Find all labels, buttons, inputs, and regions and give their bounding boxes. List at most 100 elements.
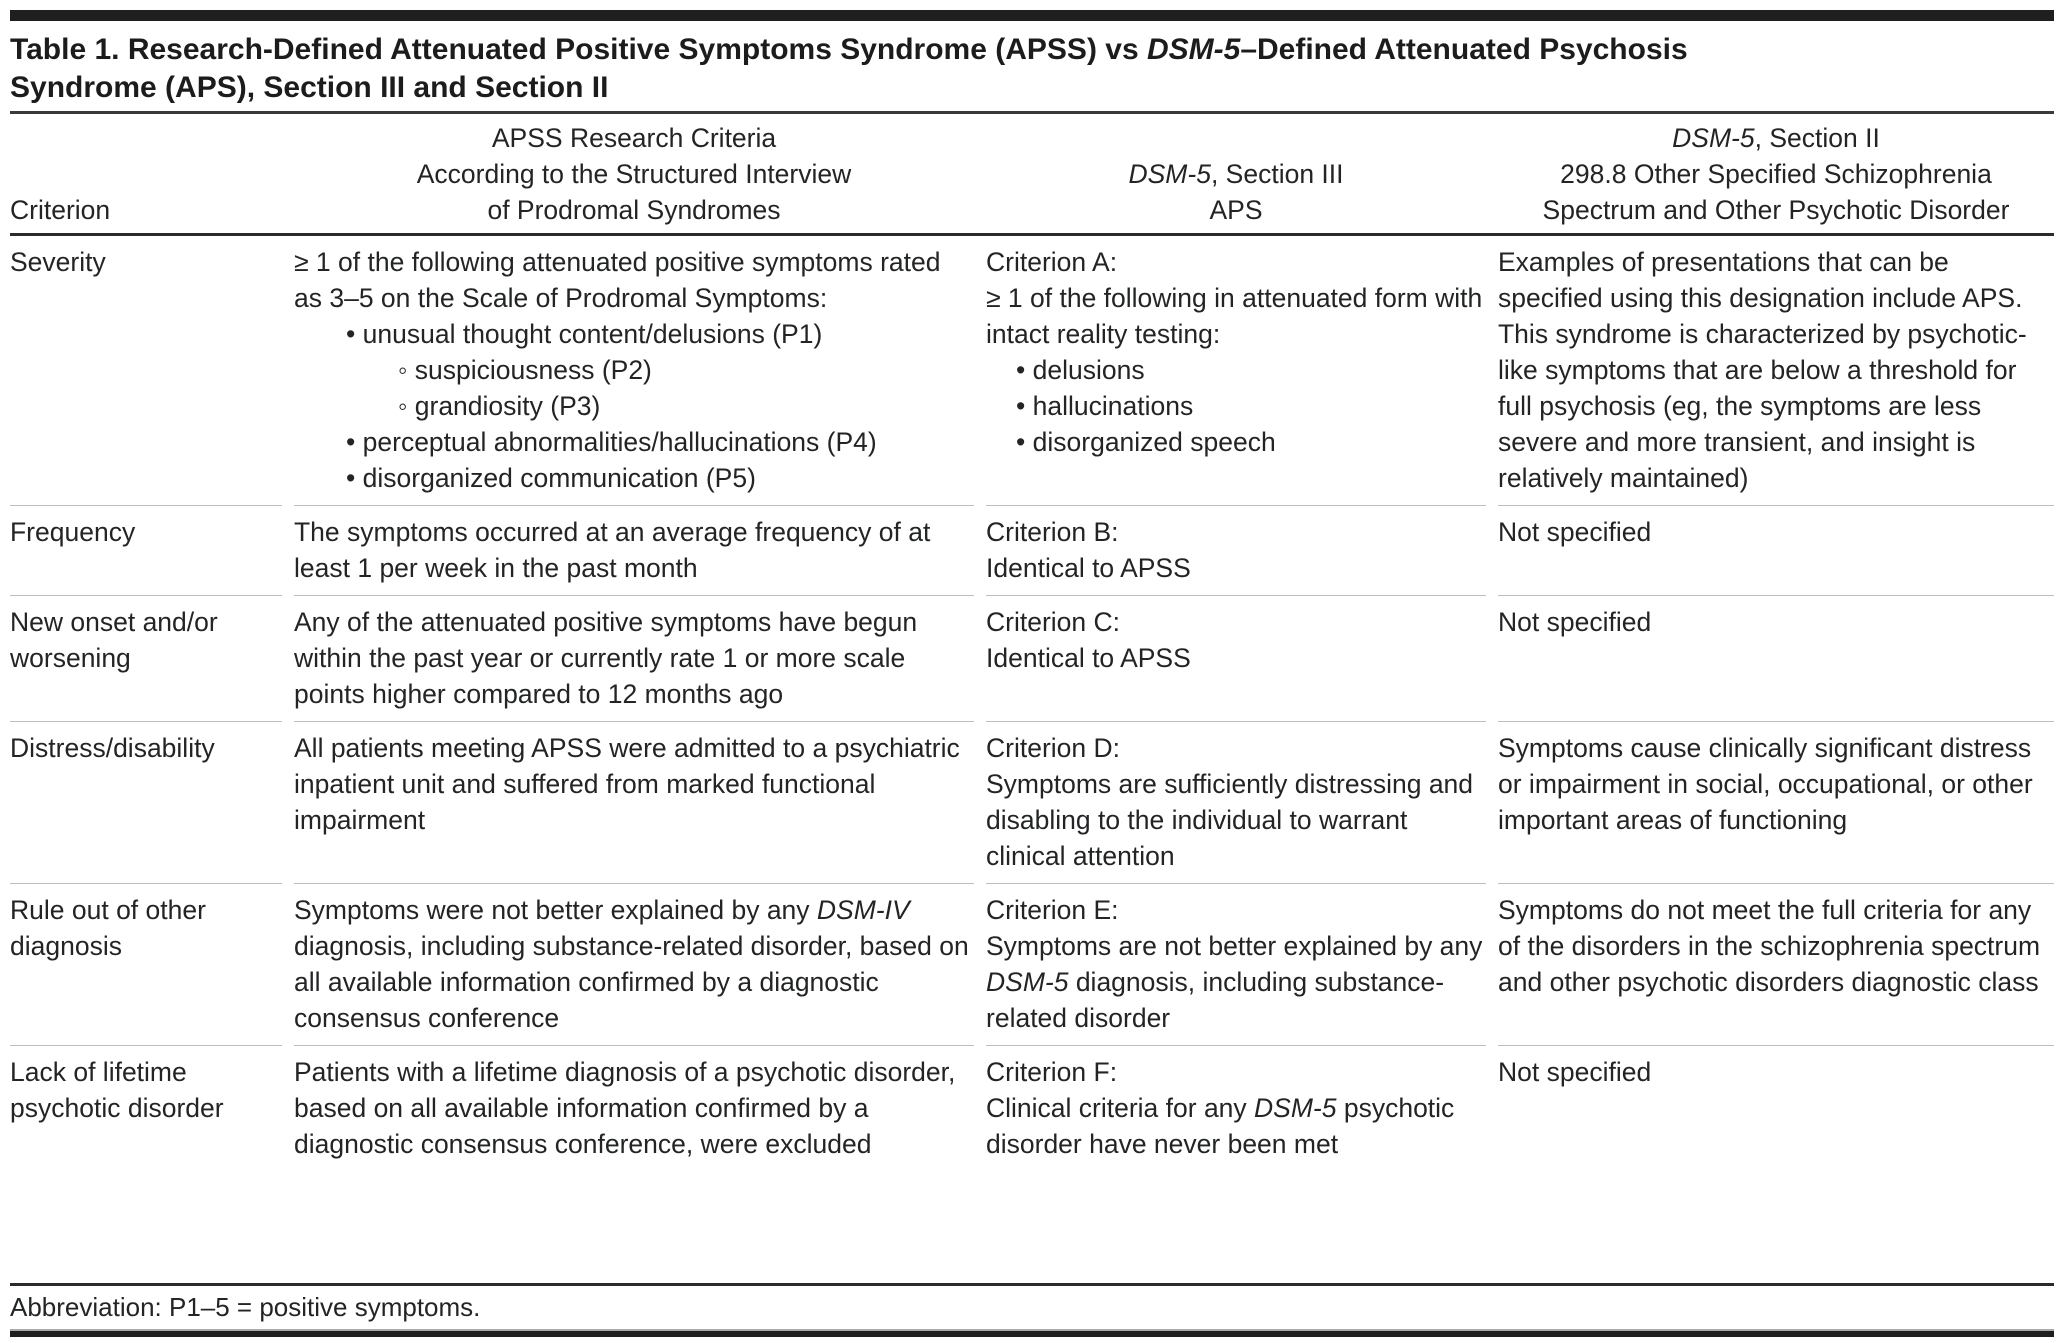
- table-row-distress: Distress/disability All patients meeting…: [0, 722, 2064, 884]
- title-text: –Defined Attenuated Psychosis: [1240, 33, 1688, 66]
- cell-apss: All patients meeting APSS were admitted …: [294, 722, 974, 884]
- header-text: , Section III: [1210, 159, 1344, 189]
- cell-dsm5-s2: Symptoms do not meet the full criteria f…: [1498, 884, 2054, 1046]
- cell-dsm5-s2: Not specified: [1498, 506, 2054, 596]
- header-dsm5-section-3: DSM-5, Section III APS: [986, 114, 1486, 233]
- bullet-item: • perceptual abnormalities/hallucination…: [346, 427, 877, 457]
- dsm3-text: Identical to APSS: [986, 553, 1191, 583]
- dsm5-italic: DSM-5: [1672, 123, 1755, 153]
- apss-text-seg: Symptoms were not better explained by an…: [294, 895, 817, 925]
- criterion-label: Distress/disability: [10, 733, 215, 763]
- dsm3-intro: ≥ 1 of the following in attenuated form …: [986, 283, 1483, 349]
- header-divider-rule: [10, 233, 2054, 236]
- header-criterion: Criterion: [10, 114, 282, 233]
- cell-dsm5-s2: Not specified: [1498, 596, 2054, 722]
- cell-criterion: Rule out of other diagnosis: [10, 884, 282, 1046]
- apss-text: Patients with a lifetime diagnosis of a …: [294, 1057, 956, 1159]
- header-dsm5-s2-line: DSM-5, Section II: [1498, 120, 2054, 156]
- table-header-row: Criterion APSS Research Criteria Accordi…: [0, 114, 2064, 233]
- top-rule: [10, 10, 2054, 21]
- cell-dsm5-s2: Symptoms cause clinically significant di…: [1498, 722, 2054, 884]
- dsm3-text: Identical to APSS: [986, 643, 1191, 673]
- cell-dsm5-s2: Not specified: [1498, 1046, 2054, 1213]
- criterion-letter-label: Criterion E:: [986, 895, 1119, 925]
- cell-apss: ≥ 1 of the following attenuated positive…: [294, 236, 974, 506]
- criterion-label: New onset and/or worsening: [10, 607, 218, 673]
- table-row-rule-out: Rule out of other diagnosis Symptoms wer…: [0, 884, 2064, 1046]
- header-dsm5-s3-line: DSM-5, Section III: [986, 156, 1486, 192]
- title-italic-dsm5: DSM-5: [1146, 33, 1241, 66]
- criterion-letter-label: Criterion B:: [986, 517, 1119, 547]
- table-title: Table 1. Research-Defined Attenuated Pos…: [0, 21, 2064, 111]
- bullet-item: • delusions: [1016, 355, 1145, 385]
- header-criterion-label: Criterion: [10, 195, 111, 225]
- cell-apss: Patients with a lifetime diagnosis of a …: [294, 1046, 974, 1213]
- cell-apss: Symptoms were not better explained by an…: [294, 884, 974, 1046]
- cell-criterion: New onset and/or worsening: [10, 596, 282, 722]
- table-row-severity: Severity ≥ 1 of the following attenuated…: [0, 236, 2064, 506]
- dsm-iv-italic: DSM-IV: [816, 895, 910, 925]
- bottom-rule: [10, 1329, 2054, 1337]
- dsm3-text-seg: Clinical criteria for any: [986, 1093, 1255, 1123]
- cell-criterion: Lack of lifetime psychotic disorder: [10, 1046, 282, 1213]
- cell-dsm5-s3: Criterion E: Symptoms are not better exp…: [986, 884, 1486, 1046]
- dsm3-text: Clinical criteria for any DSM-5 psychoti…: [986, 1090, 1486, 1162]
- header-apss-research-criteria: APSS Research Criteria According to the …: [294, 114, 974, 233]
- dsm2-text: Examples of presentations that can be sp…: [1498, 247, 2027, 493]
- dsm3-text-seg: diagnosis, including substance-related d…: [986, 967, 1445, 1033]
- dsm3-text-seg: psychotic disorder have never been met: [986, 1093, 1455, 1159]
- dsm2-text: Not specified: [1498, 607, 1652, 637]
- bullet-item: • disorganized speech: [1016, 427, 1276, 457]
- cell-dsm5-s3: Criterion B: Identical to APSS: [986, 506, 1486, 596]
- table-title-line-1: Table 1. Research-Defined Attenuated Pos…: [10, 31, 2054, 69]
- table-row-new-onset: New onset and/or worsening Any of the at…: [0, 596, 2064, 722]
- apss-intro: ≥ 1 of the following attenuated positive…: [294, 247, 941, 313]
- apss-text-seg: diagnosis, including substance-related d…: [294, 931, 969, 1033]
- cell-dsm5-s3: Criterion A: ≥ 1 of the following in att…: [986, 236, 1486, 506]
- cell-dsm5-s3: Criterion C: Identical to APSS: [986, 596, 1486, 722]
- dsm2-text: Symptoms cause clinically significant di…: [1498, 733, 2033, 835]
- header-dsm5-s2-line: 298.8 Other Specified Schizophrenia: [1560, 159, 1992, 189]
- criterion-letter-label: Criterion D:: [986, 733, 1121, 763]
- cell-apss: Any of the attenuated positive symptoms …: [294, 596, 974, 722]
- bullet-item: • hallucinations: [1016, 391, 1194, 421]
- footer-divider-rule: [10, 1283, 2054, 1286]
- bullet-item: ◦ suspiciousness (P2): [398, 355, 652, 385]
- title-text: Table 1. Research-Defined Attenuated Pos…: [10, 33, 1147, 66]
- title-divider-rule: [10, 111, 2054, 114]
- apss-text: All patients meeting APSS were admitted …: [294, 733, 960, 835]
- header-apss-line: of Prodromal Syndromes: [487, 195, 781, 225]
- criterion-label: Lack of lifetime psychotic disorder: [10, 1057, 224, 1123]
- table-row-lack-lifetime: Lack of lifetime psychotic disorder Pati…: [0, 1046, 2064, 1213]
- dsm3-text-seg: Symptoms are not better explained by any: [986, 931, 1483, 961]
- cell-criterion: Severity: [10, 236, 282, 506]
- apss-text: Any of the attenuated positive symptoms …: [294, 607, 918, 709]
- criterion-label: Severity: [10, 247, 106, 277]
- table-row-frequency: Frequency The symptoms occurred at an av…: [0, 506, 2064, 596]
- cell-dsm5-s3: Criterion F: Clinical criteria for any D…: [986, 1046, 1486, 1213]
- criterion-letter-label: Criterion F:: [986, 1057, 1118, 1087]
- header-apss-line: APSS Research Criteria: [491, 123, 777, 153]
- dsm2-text: Not specified: [1498, 1057, 1652, 1087]
- dsm2-text: Not specified: [1498, 517, 1652, 547]
- cell-criterion: Distress/disability: [10, 722, 282, 884]
- header-dsm5-section-2: DSM-5, Section II 298.8 Other Specified …: [1498, 114, 2054, 233]
- criterion-label: Frequency: [10, 517, 136, 547]
- dsm3-text: Symptoms are sufficiently distressing an…: [986, 769, 1474, 871]
- bullet-item: • unusual thought content/delusions (P1): [346, 319, 823, 349]
- apss-text: The symptoms occurred at an average freq…: [294, 517, 931, 583]
- header-text: , Section II: [1754, 123, 1880, 153]
- abbreviation-note: Abbreviation: P1–5 = positive symptoms.: [10, 1292, 481, 1322]
- table-title-line-2: Syndrome (APS), Section III and Section …: [10, 71, 609, 104]
- cell-dsm5-s2: Examples of presentations that can be sp…: [1498, 236, 2054, 506]
- dsm5-italic: DSM-5: [1128, 159, 1211, 189]
- bullet-item: • disorganized communication (P5): [346, 463, 756, 493]
- dsm3-text: Symptoms are not better explained by any…: [986, 928, 1486, 1036]
- header-dsm5-s3-line: APS: [1209, 195, 1263, 225]
- dsm2-text: Symptoms do not meet the full criteria f…: [1498, 895, 2041, 997]
- criterion-letter-label: Criterion A:: [986, 247, 1118, 277]
- header-apss-line: According to the Structured Interview: [416, 159, 852, 189]
- dsm5-italic: DSM-5: [1254, 1093, 1337, 1123]
- apss-text: Symptoms were not better explained by an…: [294, 892, 974, 1036]
